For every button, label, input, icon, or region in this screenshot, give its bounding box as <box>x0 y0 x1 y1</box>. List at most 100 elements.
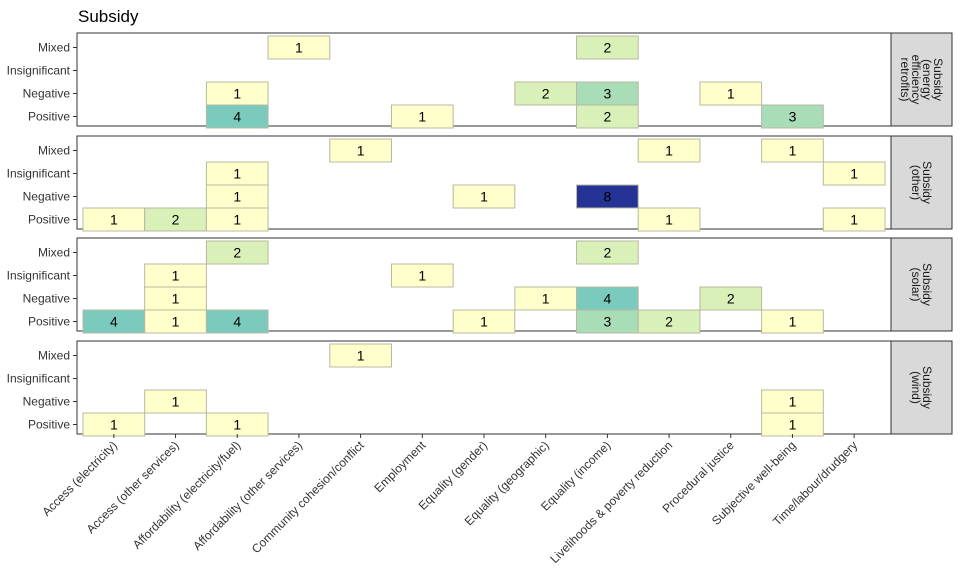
cell-value-label: 1 <box>665 143 673 159</box>
cell-value-label: 1 <box>850 212 858 228</box>
row-label: Insignificant <box>7 167 71 181</box>
cell-value-label: 8 <box>603 189 611 205</box>
cell-value-label: 1 <box>172 268 180 284</box>
cell-value-label: 2 <box>665 314 673 330</box>
strip-line: (wind) <box>909 371 923 404</box>
row-label: Positive <box>28 315 70 329</box>
row-label: Positive <box>28 418 70 432</box>
cell-value-label: 1 <box>789 143 797 159</box>
cell-value-label: 4 <box>233 314 241 330</box>
row-label: Negative <box>23 395 71 409</box>
heatmap-cell <box>576 240 639 265</box>
heatmap-cell <box>205 207 269 232</box>
cell-value-label: 1 <box>418 109 426 125</box>
heatmap-cell <box>452 309 516 334</box>
cell-value-label: 2 <box>233 245 241 261</box>
cell-value-label: 1 <box>110 417 118 433</box>
row-label: Mixed <box>38 349 70 363</box>
strip-line: Subsidy <box>931 58 945 101</box>
heatmap-cell <box>390 104 454 129</box>
heatmap-cell <box>761 138 824 163</box>
cell-value-label: 1 <box>172 394 180 410</box>
column-label: Employment <box>371 438 429 496</box>
cell-value-label: 3 <box>603 86 611 102</box>
heatmap-cell <box>452 184 516 209</box>
heatmap-cell <box>699 286 763 311</box>
cell-value-label: 1 <box>850 166 858 182</box>
row-label: Mixed <box>38 41 70 55</box>
row-label: Insignificant <box>7 269 71 283</box>
facet-strip <box>890 340 953 435</box>
heatmap-cell <box>699 81 763 106</box>
cell-value-label: 1 <box>172 314 180 330</box>
cell-value-label: 2 <box>603 109 611 125</box>
chart-title: Subsidy <box>78 7 139 26</box>
strip-line: efficiency <box>909 55 923 105</box>
heatmap-cell <box>637 138 701 163</box>
heatmap-cell <box>761 309 824 334</box>
cell-value-label: 1 <box>789 314 797 330</box>
strip-line: Subsidy <box>920 263 934 306</box>
row-label: Negative <box>23 87 71 101</box>
heatmap-cell <box>576 104 639 129</box>
cell-value-label: 1 <box>357 143 365 159</box>
row-label: Positive <box>28 110 70 124</box>
cell-value-label: 4 <box>110 314 118 330</box>
cell-value-label: 1 <box>418 268 426 284</box>
row-label: Mixed <box>38 144 70 158</box>
strip-line: Subsidy <box>920 366 934 409</box>
strip-line: (energy <box>920 59 934 100</box>
row-label: Insignificant <box>7 372 71 386</box>
heatmap-cell <box>329 343 392 368</box>
cell-value-label: 2 <box>542 86 550 102</box>
heatmap-cell <box>205 309 269 334</box>
cell-value-label: 3 <box>789 109 797 125</box>
row-label: Insignificant <box>7 64 71 78</box>
column-label: Livelihoods & poverty reduction <box>547 438 675 566</box>
facet-strip <box>890 135 953 230</box>
heatmap-cell <box>329 138 392 163</box>
heatmap-cell <box>205 104 269 129</box>
facet-strip-label: Subsidy(other) <box>909 161 934 204</box>
heatmap-cell <box>267 35 331 60</box>
column-label: Affordability (electricity/fuel) <box>130 438 243 551</box>
facet-panel: Mixed Insignificant Negative Positive 1 1 1 1 1 1… <box>7 135 953 232</box>
row-label: Negative <box>23 190 71 204</box>
facet-panel: Mixed Insignificant Negative Positive 1 2 1 2 3 1… <box>7 32 953 129</box>
cell-value-label: 4 <box>603 291 611 307</box>
cell-value-label: 1 <box>233 86 241 102</box>
row-label: Negative <box>23 292 71 306</box>
cell-value-label: 2 <box>172 212 180 228</box>
row-label: Mixed <box>38 246 70 260</box>
cell-value-label: 1 <box>233 417 241 433</box>
cell-value-label: 1 <box>789 394 797 410</box>
heatmap-cell <box>144 389 207 414</box>
cell-value-label: 1 <box>233 212 241 228</box>
cell-value-label: 1 <box>233 166 241 182</box>
heatmap-cell <box>822 207 886 232</box>
x-axis-labels: Access (electricity)Access (other servic… <box>39 434 860 566</box>
strip-line: retrofits) <box>898 57 912 101</box>
cell-value-label: 1 <box>542 291 550 307</box>
heatmap-cell <box>576 35 639 60</box>
cell-value-label: 1 <box>110 212 118 228</box>
cell-value-label: 3 <box>603 314 611 330</box>
cell-value-label: 1 <box>233 189 241 205</box>
facet-panels: Mixed Insignificant Negative Positive 1 2 1 2 3 1… <box>7 32 953 437</box>
cell-value-label: 1 <box>665 212 673 228</box>
cell-value-label: 4 <box>233 109 241 125</box>
heatmap-cell <box>761 104 824 129</box>
heatmap-cell <box>205 240 269 265</box>
facet-panel: Mixed Insignificant Negative Positive 2 2 1 1 1 1… <box>7 237 953 334</box>
cell-value-label: 1 <box>295 40 303 56</box>
cell-value-label: 2 <box>727 291 735 307</box>
cell-value-label: 2 <box>603 245 611 261</box>
cell-value-label: 2 <box>603 40 611 56</box>
row-label: Positive <box>28 213 70 227</box>
cell-value-label: 1 <box>789 417 797 433</box>
facet-strip <box>890 32 953 127</box>
cell-value-label: 1 <box>357 348 365 364</box>
facet-strip <box>890 237 953 332</box>
facet-strip-label: Subsidy(solar) <box>909 263 934 306</box>
